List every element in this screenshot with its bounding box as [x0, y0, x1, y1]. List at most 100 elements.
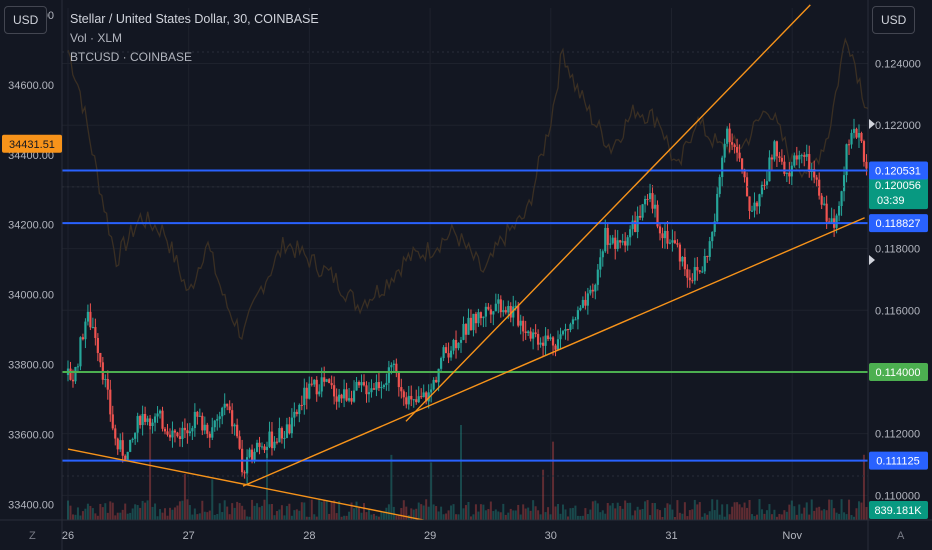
- volume-bar: [584, 508, 587, 520]
- candle-body: [494, 303, 497, 312]
- volume-bar: [372, 513, 375, 520]
- candle-body: [778, 156, 781, 158]
- candle-body: [788, 172, 791, 177]
- candle-body: [823, 203, 826, 205]
- candle-body: [852, 128, 856, 133]
- volume-bar: [96, 515, 99, 520]
- candle-body: [497, 299, 500, 304]
- level-price-label: 0.120531: [875, 166, 921, 178]
- candle-body: [342, 389, 346, 399]
- candle-body: [668, 242, 672, 244]
- candle-body: [651, 193, 654, 209]
- volume-bar: [860, 502, 863, 520]
- volume-bar: [482, 504, 485, 520]
- volume-bar: [850, 515, 853, 520]
- candle-body: [581, 299, 584, 308]
- candle-body: [243, 472, 246, 474]
- volume-bar: [400, 508, 403, 520]
- volume-bar: [109, 501, 112, 520]
- candle-body: [599, 257, 602, 270]
- candle-body: [370, 388, 373, 393]
- volume-bar: [246, 516, 249, 520]
- volume-bar: [89, 505, 92, 520]
- volume-bar: [360, 512, 363, 520]
- candle-body: [780, 157, 783, 162]
- volume-bar: [213, 514, 216, 520]
- volume-bar: [206, 512, 209, 520]
- volume-bar: [552, 441, 555, 520]
- candle-body: [537, 334, 540, 345]
- volume-bar: [233, 507, 236, 520]
- candle-body: [457, 342, 460, 349]
- volume-bar: [467, 501, 470, 520]
- volume-bar: [285, 506, 288, 520]
- volume-bar: [340, 516, 343, 520]
- volume-bar: [479, 504, 482, 520]
- candle-body: [84, 321, 87, 340]
- volume-bar: [290, 515, 293, 520]
- candle-body: [76, 366, 80, 368]
- candle-body: [614, 237, 617, 249]
- candle-body: [308, 383, 311, 399]
- candle-body: [549, 337, 552, 340]
- trendline: [405, 4, 811, 422]
- candle-body: [492, 311, 495, 315]
- volume-bar: [397, 514, 400, 520]
- volume-bar: [462, 508, 465, 520]
- volume-bar: [783, 510, 786, 520]
- volume-bar: [614, 508, 617, 520]
- volume-bar: [581, 515, 584, 520]
- candle-body: [646, 198, 649, 200]
- candle-body: [773, 141, 776, 160]
- right-axis-tick-label: 0.118000: [875, 244, 920, 256]
- candle-body: [111, 414, 114, 429]
- candle-body: [541, 342, 545, 346]
- volume-bar: [295, 509, 298, 520]
- candle-body: [691, 280, 694, 282]
- volume-bar: [773, 509, 776, 520]
- volume-bar: [775, 516, 778, 520]
- volume-bar: [420, 504, 423, 520]
- candle-body: [865, 161, 868, 169]
- volume-bar: [601, 510, 604, 520]
- volume-bar: [445, 513, 448, 520]
- volume-bar: [422, 505, 425, 520]
- candle-body: [385, 382, 388, 386]
- volume-bar: [395, 515, 398, 520]
- candle-body: [589, 289, 592, 294]
- candle-body: [69, 368, 72, 380]
- volume-bar: [805, 502, 808, 520]
- volume-bar: [94, 513, 97, 520]
- candle-body: [619, 240, 622, 243]
- candle-body: [412, 399, 415, 401]
- candle-body: [529, 331, 532, 339]
- candle-body: [606, 227, 609, 245]
- volume-bar: [86, 503, 89, 520]
- candle-body: [382, 385, 385, 388]
- candle-body: [559, 334, 562, 340]
- candle-body: [818, 179, 821, 196]
- volume-bar: [499, 512, 502, 520]
- volume-bar: [176, 505, 179, 520]
- auto-scale-toggle[interactable]: A: [897, 530, 905, 542]
- left-currency-button[interactable]: USD: [4, 6, 48, 34]
- volume-bar: [430, 462, 433, 520]
- volume-bar: [743, 502, 746, 520]
- volume-bar: [606, 503, 609, 520]
- candle-body: [686, 269, 689, 278]
- right-currency-button[interactable]: USD: [872, 6, 916, 34]
- candle-body: [551, 337, 555, 346]
- volume-bar: [367, 509, 370, 520]
- volume-bar: [440, 506, 443, 520]
- candle-body: [621, 241, 624, 243]
- level-price-label: 0.118827: [875, 218, 920, 230]
- candle-body: [139, 416, 142, 426]
- volume-bar: [427, 506, 430, 520]
- candle-body: [524, 331, 527, 333]
- zoom-toggle[interactable]: Z: [29, 530, 36, 542]
- candle-body: [837, 206, 841, 216]
- candle-body: [842, 175, 846, 192]
- candle-body: [365, 385, 368, 395]
- volume-bar: [736, 502, 739, 520]
